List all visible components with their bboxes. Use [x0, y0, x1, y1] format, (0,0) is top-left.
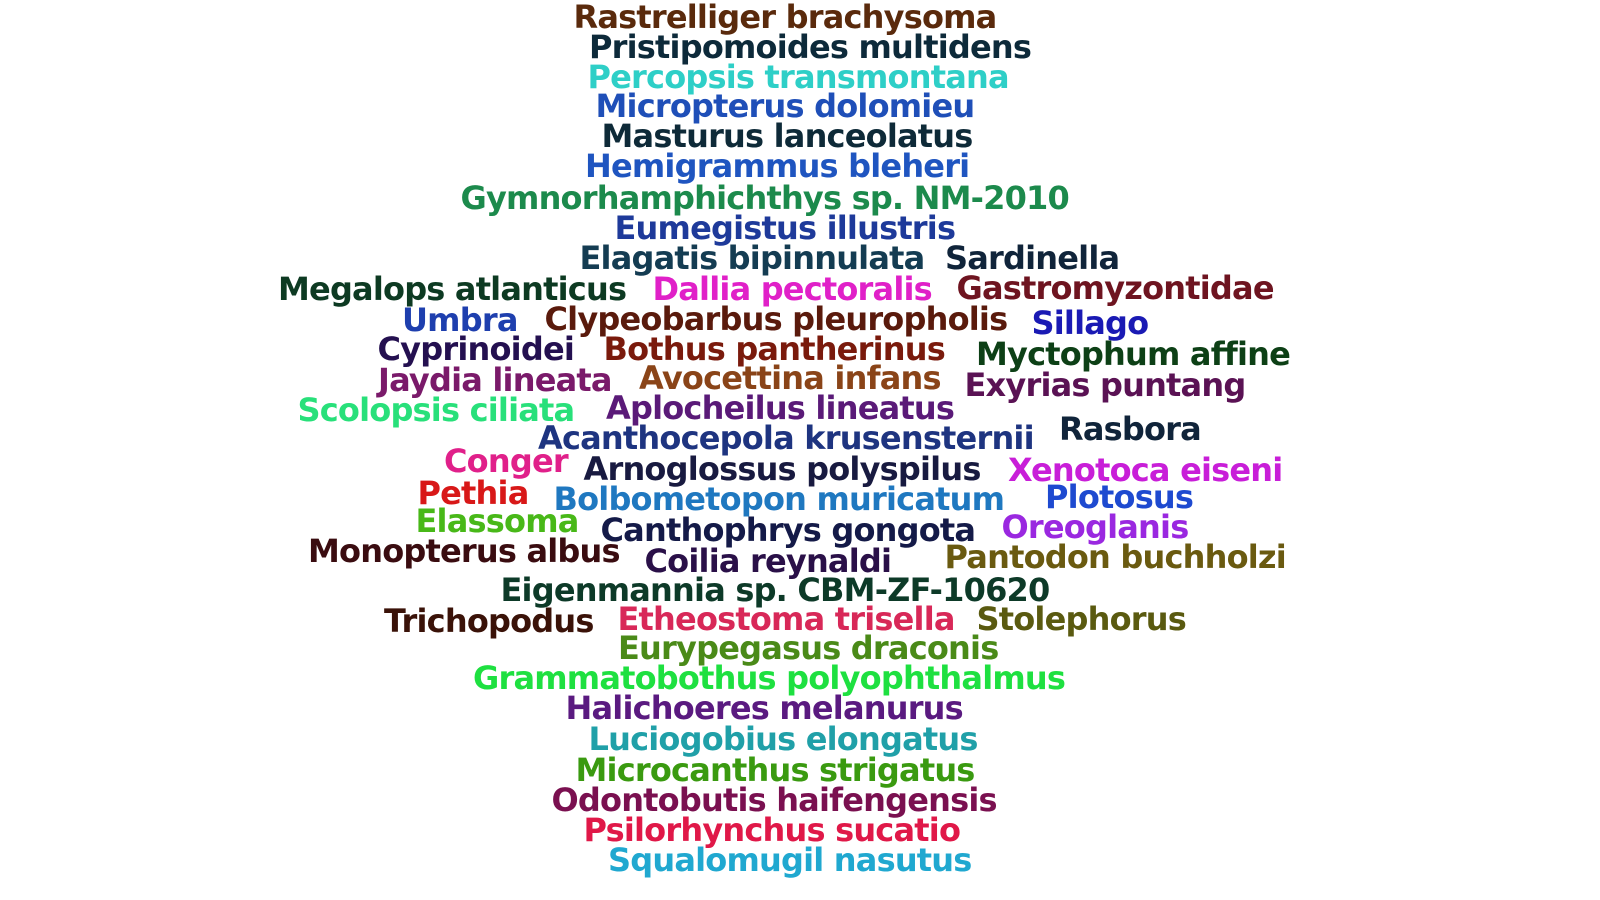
word-bolbometopon-muricatum: Bolbometopon muricatum: [553, 480, 1005, 518]
word-psilorhynchus-sucatio: Psilorhynchus sucatio: [583, 811, 961, 849]
word-arnoglossus-polyspilus: Arnoglossus polyspilus: [583, 450, 982, 488]
word-eumegistus-illustris: Eumegistus illustris: [614, 209, 957, 247]
word-coilia-reynaldi: Coilia reynaldi: [644, 542, 892, 580]
word-clypeobarbus-pleuropholis: Clypeobarbus pleuropholis: [544, 300, 1009, 338]
word-gymnorhamphichthys-sp-nm-2010: Gymnorhamphichthys sp. NM-2010: [460, 179, 1070, 217]
word-grammatobothus-polyophthalmus: Grammatobothus polyophthalmus: [473, 659, 1066, 697]
word-odontobutis-haifengensis: Odontobutis haifengensis: [551, 781, 998, 819]
word-pantodon-buchholzi: Pantodon buchholzi: [944, 538, 1287, 576]
word-scolopsis-ciliata: Scolopsis ciliata: [297, 391, 576, 429]
word-jaydia-lineata: Jaydia lineata: [378, 361, 613, 399]
word-umbra: Umbra: [402, 301, 518, 339]
word-trichopodus: Trichopodus: [384, 602, 594, 640]
word-xenotoca-eiseni: Xenotoca eiseni: [1008, 451, 1283, 489]
word-etheostoma-trisella: Etheostoma trisella: [617, 600, 956, 638]
word-luciogobius-elongatus: Luciogobius elongatus: [588, 720, 979, 758]
word-rasbora: Rasbora: [1059, 410, 1202, 448]
word-squalomugil-nasutus: Squalomugil nasutus: [608, 841, 972, 879]
word-micropterus-dolomieu: Micropterus dolomieu: [595, 87, 976, 125]
word-stolephorus: Stolephorus: [976, 600, 1187, 638]
word-conger: Conger: [444, 442, 569, 480]
word-eigenmannia-sp-cbm-zf-10620: Eigenmannia sp. CBM-ZF-10620: [500, 571, 1051, 609]
word-pristipomoides-multidens: Pristipomoides multidens: [589, 28, 1032, 66]
word-pethia: Pethia: [417, 474, 530, 512]
word-megalops-atlanticus: Megalops atlanticus: [278, 270, 627, 308]
word-avocettina-infans: Avocettina infans: [639, 359, 942, 397]
word-exyrias-puntang: Exyrias puntang: [964, 366, 1247, 404]
word-elagatis-bipinnulata: Elagatis bipinnulata: [579, 239, 926, 277]
word-oreoglanis: Oreoglanis: [1001, 508, 1190, 546]
word-sillago: Sillago: [1031, 304, 1150, 342]
word-plotosus: Plotosus: [1045, 478, 1194, 516]
word-hemigrammus-bleheri: Hemigrammus bleheri: [585, 147, 970, 185]
word-bothus-pantherinus: Bothus pantherinus: [603, 330, 946, 368]
word-acanthocepola-krusensternii: Acanthocepola krusensternii: [538, 419, 1035, 457]
word-cyprinoidei: Cyprinoidei: [377, 330, 575, 368]
word-halichoeres-melanurus: Halichoeres melanurus: [565, 689, 964, 727]
word-percopsis-transmontana: Percopsis transmontana: [587, 58, 1010, 96]
word-elassoma: Elassoma: [415, 502, 580, 540]
word-eurypegasus-draconis: Eurypegasus draconis: [618, 629, 999, 667]
word-masturus-lanceolatus: Masturus lanceolatus: [601, 117, 974, 155]
word-sardinella: Sardinella: [945, 239, 1120, 277]
word-rastrelliger-brachysoma: Rastrelliger brachysoma: [573, 0, 998, 36]
word-canthophrys-gongota: Canthophrys gongota: [600, 511, 977, 549]
word-aplocheilus-lineatus: Aplocheilus lineatus: [606, 389, 955, 427]
word-myctophum-affine: Myctophum affine: [976, 335, 1291, 373]
word-microcanthus-strigatus: Microcanthus strigatus: [575, 751, 976, 789]
word-gastromyzontidae: Gastromyzontidae: [956, 269, 1275, 307]
word-dallia-pectoralis: Dallia pectoralis: [652, 270, 933, 308]
word-monopterus-albus: Monopterus albus: [308, 532, 621, 570]
